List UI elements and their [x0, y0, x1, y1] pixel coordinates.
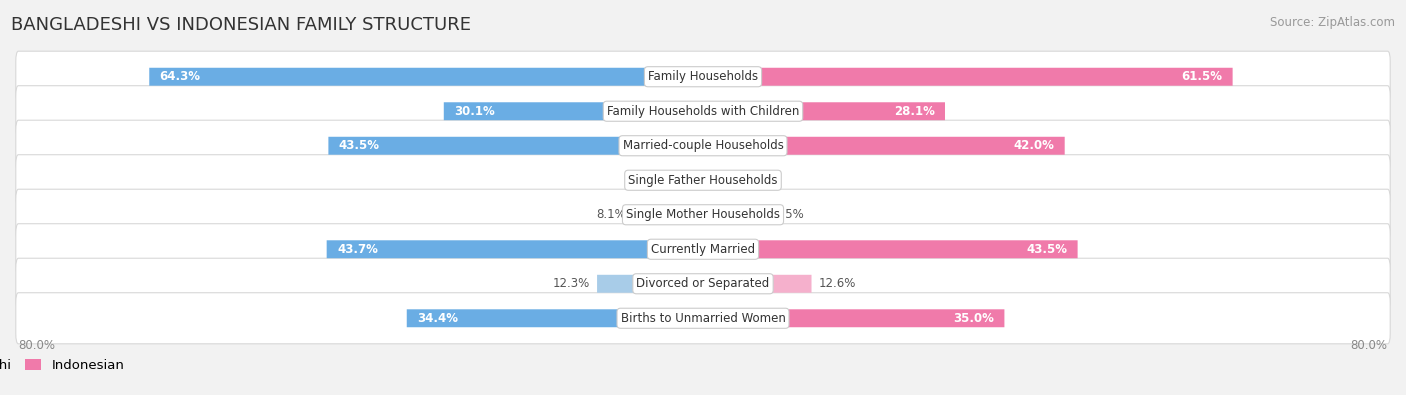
Text: 43.7%: 43.7%	[337, 243, 378, 256]
Text: Divorced or Separated: Divorced or Separated	[637, 277, 769, 290]
Text: 7.5%: 7.5%	[775, 208, 804, 221]
Text: 34.4%: 34.4%	[418, 312, 458, 325]
FancyBboxPatch shape	[326, 240, 703, 258]
FancyBboxPatch shape	[703, 102, 945, 120]
FancyBboxPatch shape	[15, 120, 1391, 171]
Text: Family Households with Children: Family Households with Children	[607, 105, 799, 118]
Text: 12.3%: 12.3%	[553, 277, 591, 290]
Text: Single Mother Households: Single Mother Households	[626, 208, 780, 221]
FancyBboxPatch shape	[703, 171, 725, 189]
FancyBboxPatch shape	[406, 309, 703, 327]
Text: 28.1%: 28.1%	[894, 105, 935, 118]
FancyBboxPatch shape	[676, 171, 703, 189]
Text: Births to Unmarried Women: Births to Unmarried Women	[620, 312, 786, 325]
Legend: Bangladeshi, Indonesian: Bangladeshi, Indonesian	[0, 354, 129, 377]
FancyBboxPatch shape	[633, 206, 703, 224]
FancyBboxPatch shape	[703, 275, 811, 293]
Text: 80.0%: 80.0%	[18, 339, 55, 352]
Text: 12.6%: 12.6%	[818, 277, 856, 290]
Text: Currently Married: Currently Married	[651, 243, 755, 256]
FancyBboxPatch shape	[444, 102, 703, 120]
Text: 43.5%: 43.5%	[1026, 243, 1067, 256]
Text: 42.0%: 42.0%	[1014, 139, 1054, 152]
Text: Married-couple Households: Married-couple Households	[623, 139, 783, 152]
FancyBboxPatch shape	[15, 86, 1391, 137]
Text: Family Households: Family Households	[648, 70, 758, 83]
Text: Source: ZipAtlas.com: Source: ZipAtlas.com	[1270, 16, 1395, 29]
FancyBboxPatch shape	[15, 258, 1391, 309]
Text: 8.1%: 8.1%	[596, 208, 626, 221]
FancyBboxPatch shape	[703, 68, 1233, 86]
Text: Single Father Households: Single Father Households	[628, 174, 778, 187]
Text: 2.6%: 2.6%	[733, 174, 762, 187]
Text: BANGLADESHI VS INDONESIAN FAMILY STRUCTURE: BANGLADESHI VS INDONESIAN FAMILY STRUCTU…	[11, 16, 471, 34]
FancyBboxPatch shape	[703, 240, 1077, 258]
FancyBboxPatch shape	[15, 51, 1391, 102]
FancyBboxPatch shape	[703, 137, 1064, 155]
FancyBboxPatch shape	[15, 189, 1391, 240]
FancyBboxPatch shape	[15, 293, 1391, 344]
Text: 80.0%: 80.0%	[1351, 339, 1388, 352]
Text: 30.1%: 30.1%	[454, 105, 495, 118]
Text: 43.5%: 43.5%	[339, 139, 380, 152]
Text: 3.1%: 3.1%	[640, 174, 669, 187]
FancyBboxPatch shape	[149, 68, 703, 86]
FancyBboxPatch shape	[598, 275, 703, 293]
FancyBboxPatch shape	[15, 224, 1391, 275]
FancyBboxPatch shape	[703, 206, 768, 224]
Text: 64.3%: 64.3%	[160, 70, 201, 83]
Text: 61.5%: 61.5%	[1181, 70, 1222, 83]
FancyBboxPatch shape	[329, 137, 703, 155]
FancyBboxPatch shape	[703, 309, 1004, 327]
FancyBboxPatch shape	[15, 155, 1391, 206]
Text: 35.0%: 35.0%	[953, 312, 994, 325]
